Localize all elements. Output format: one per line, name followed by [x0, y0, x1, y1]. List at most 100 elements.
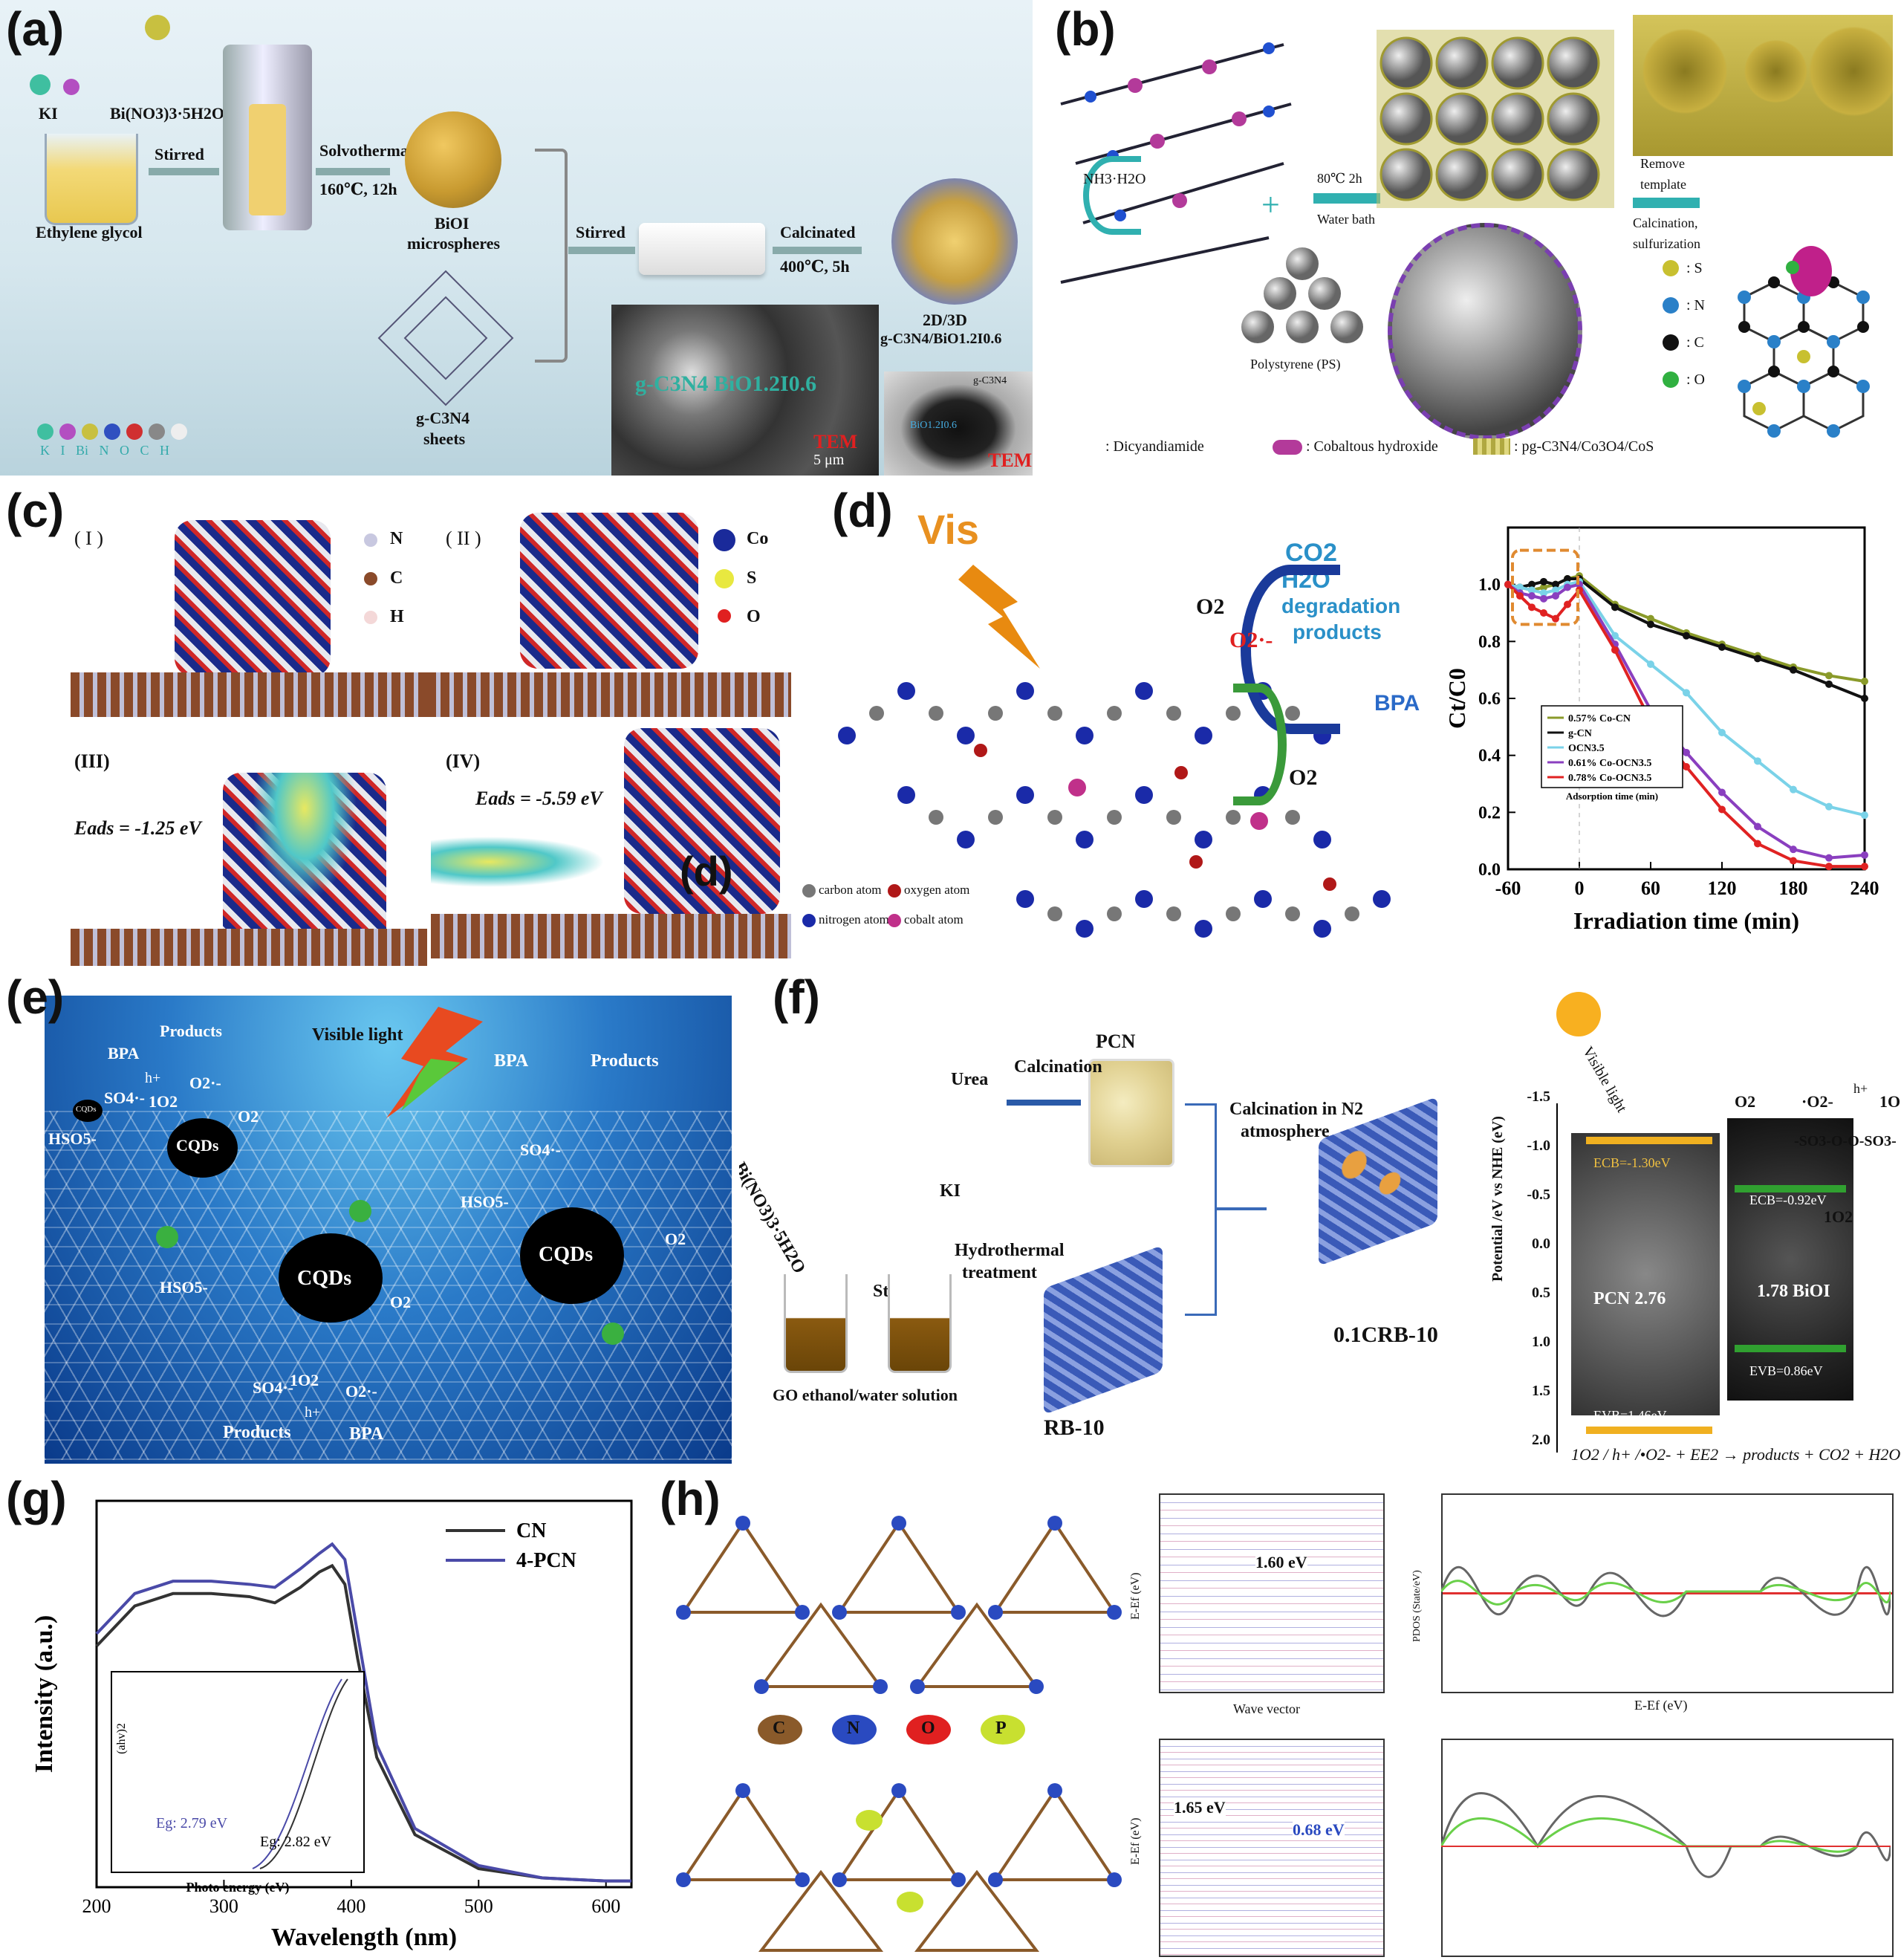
bi-precursor-label: Bi(NO3)3·5H2O — [739, 1159, 809, 1277]
plot-frame — [1507, 526, 1866, 871]
data-point — [1552, 614, 1559, 623]
cqd-blob-2 — [279, 1233, 383, 1323]
legend-h-dot — [171, 424, 187, 440]
oxygen-label-2: O2 — [665, 1230, 686, 1248]
adsorption-energy-2: Eads = -5.59 eV — [475, 788, 602, 809]
data-point — [1540, 589, 1547, 597]
legend-cobalt-label: cobalt atom — [904, 912, 964, 927]
data-point — [1564, 600, 1571, 609]
substrate-iv-icon — [431, 914, 791, 958]
legend-o-label: O — [747, 607, 761, 626]
series-line — [95, 1563, 631, 1883]
hydrothermal-label-2: treatment — [962, 1263, 1037, 1282]
potential-tick-label: -0.5 — [1527, 1187, 1550, 1203]
sem-tem-label: TEM — [813, 431, 858, 452]
pcn-powder-image — [1088, 1059, 1174, 1167]
data-point — [1552, 592, 1559, 600]
panel-f: (f) PCN Urea Calcination Bi(NO3)3·5H2O K… — [739, 970, 1901, 1467]
peroxymonosulfate-1: HSO5- — [48, 1129, 97, 1148]
legend-o-dot — [718, 609, 731, 623]
pdos-top — [1441, 1493, 1894, 1693]
legend-oxygen-dot — [888, 884, 901, 898]
products-label-3: Products — [223, 1423, 291, 1442]
calcination-label-1: Calcination, — [1633, 215, 1698, 230]
beaker-2-icon — [888, 1274, 952, 1373]
x-axis-label: Irradiation time (min) — [1573, 907, 1799, 934]
band-axis — [1556, 1103, 1558, 1453]
potential-tick-label: 1.0 — [1532, 1334, 1550, 1350]
data-point — [1611, 603, 1619, 611]
data-point — [1516, 583, 1524, 591]
curved-arrow-icon — [1083, 156, 1141, 235]
cqd-label-2: CQDs — [297, 1267, 352, 1290]
legend-n-label: N — [847, 1719, 860, 1738]
legend-n-dot — [832, 1715, 877, 1745]
product-composite-icon — [891, 178, 1018, 305]
singlet-oxygen-1: 1O2 — [149, 1092, 178, 1111]
y-tick-label: 1.0 — [1478, 576, 1501, 595]
bracket-icon — [535, 149, 568, 363]
hole-label-3: h+ — [305, 1404, 321, 1421]
sub-label-iv: (IV) — [446, 750, 481, 772]
adsorbate-iv-icon — [431, 832, 624, 892]
green-arrow-icon — [1233, 684, 1287, 805]
pdos-ylabel-top: PDOS (State/eV) — [1411, 1570, 1423, 1642]
persulfate-label: -SO3-O-O-SO3- — [1794, 1133, 1897, 1149]
data-point — [1754, 822, 1761, 831]
absorption-chart: 200 300 400 500 600 CN 4-PCN Eg: 2.79 eV Eg: 2.8… — [30, 1499, 633, 1951]
sulfate-radical-1: SO4·- — [104, 1088, 146, 1107]
pcn-tem-image — [1571, 1133, 1720, 1415]
panel-e-label: (e) — [6, 970, 65, 1024]
ki-label: KI — [39, 104, 58, 123]
wave-vector-label: Wave vector — [1233, 1701, 1300, 1716]
band-axis-ticks: -1.5 -1.0 -0.5 0.0 0.5 1.0 1.5 2.0 — [1512, 1088, 1556, 1460]
band-ylabel-bottom: E-Ef (eV) — [1129, 1817, 1142, 1865]
y-tick-label: 0.6 — [1478, 689, 1501, 709]
x-tick-label: 500 — [464, 1895, 493, 1917]
data-point — [1683, 748, 1690, 756]
reaction-equation: 1O2 / h+ /•O2- + EE2 → products + CO2 + … — [1571, 1445, 1901, 1464]
legend-nitrogen-label: nitrogen atom — [819, 912, 889, 927]
x-tick-label: 300 — [209, 1895, 238, 1917]
x-tick-label: 200 — [82, 1895, 111, 1917]
inset-y-label: (ahv)2 — [115, 1723, 128, 1754]
calcination-condition: 400℃, 5h — [780, 257, 850, 276]
inset-curve-cn — [259, 1678, 348, 1869]
legend-i-dot — [59, 424, 76, 440]
data-point — [1647, 620, 1654, 629]
arrow-icon — [1215, 1207, 1267, 1210]
eg-label-cn: Eg: 2.82 eV — [260, 1834, 332, 1850]
calcination-label: Calcination — [1014, 1057, 1102, 1077]
data-point — [1825, 802, 1833, 811]
scale-bar-label: 5 μm — [813, 452, 845, 468]
panel-a-label: (a) — [6, 2, 65, 56]
band-structure-top — [1159, 1493, 1385, 1693]
cn-structure-icon — [676, 1516, 1122, 1694]
polystyrene-label: Polystyrene (PS) — [1250, 357, 1341, 371]
legend-oxygen-label: oxygen atom — [904, 883, 970, 897]
data-point — [1552, 580, 1559, 588]
y-tick-label: 0.2 — [1478, 803, 1501, 822]
legend-label: 4-PCN — [516, 1549, 576, 1572]
potential-tick-label: 2.0 — [1532, 1432, 1550, 1448]
sulfate-radical-3: SO4·- — [253, 1378, 294, 1397]
data-point — [1504, 580, 1512, 588]
x-tick-label: 240 — [1850, 877, 1879, 899]
element-legend — [37, 424, 187, 440]
legend-carbon-dot — [802, 884, 816, 898]
substrate-i-icon — [71, 672, 427, 717]
legend-co-label: Co — [747, 529, 769, 548]
electron-icon-3 — [602, 1323, 624, 1345]
legend-k-dot — [37, 424, 53, 440]
pcn-cb-bar — [1586, 1137, 1712, 1144]
legend-s-label: : S — [1686, 260, 1703, 276]
sub-label-iii: (III) — [74, 750, 110, 772]
cqd-label-3: CQDs — [539, 1243, 594, 1266]
calcination-n2-label-1: Calcination in N2 — [1229, 1100, 1364, 1119]
bioi-vb-label: EVB=0.86eV — [1749, 1363, 1823, 1378]
data-point — [1861, 678, 1868, 685]
adsorption-energy-1: Eads = -1.25 eV — [74, 817, 201, 839]
inset-x-label: Photo energy (eV) — [186, 1880, 290, 1895]
potential-tick-label: -1.5 — [1527, 1088, 1550, 1105]
data-point — [1790, 857, 1797, 865]
